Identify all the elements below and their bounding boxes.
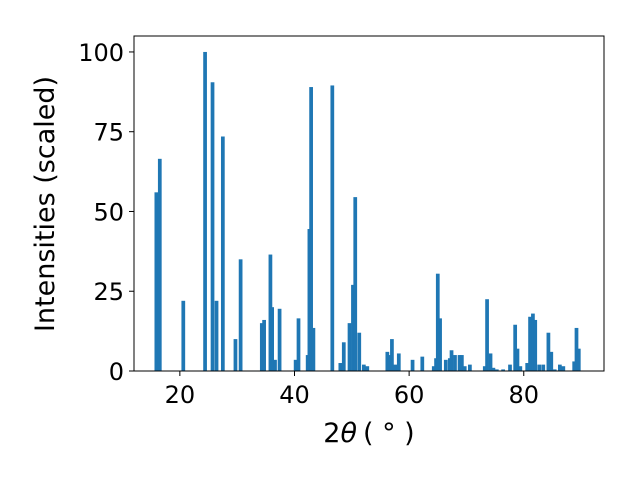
- bar: [420, 356, 425, 371]
- bar: [518, 366, 523, 371]
- bar: [330, 85, 335, 371]
- bar: [515, 348, 520, 371]
- bar: [491, 367, 496, 371]
- bar: [462, 366, 467, 371]
- bars-group: [154, 51, 581, 372]
- bar: [531, 313, 535, 371]
- y-tick-label: 75: [93, 119, 124, 147]
- bar: [341, 342, 346, 371]
- bar: [311, 327, 316, 371]
- x-tick-label: 60: [394, 381, 425, 409]
- bar: [353, 197, 358, 371]
- bar: [541, 364, 546, 371]
- bar: [574, 327, 579, 371]
- x-axis-label: 2θ( ° ): [323, 418, 414, 449]
- bar: [485, 299, 489, 371]
- bar: [259, 323, 264, 371]
- bar: [501, 369, 505, 371]
- bar: [513, 324, 518, 371]
- bar: [387, 355, 392, 371]
- y-axis-label: Intensities (scaled): [30, 76, 61, 332]
- y-tick-label: 100: [78, 39, 124, 67]
- bar: [385, 351, 390, 371]
- axes-frame: [133, 35, 605, 372]
- bar: [210, 82, 215, 371]
- bar: [296, 318, 301, 371]
- bar: [508, 364, 512, 371]
- bar: [277, 308, 282, 371]
- bar: [273, 359, 277, 371]
- bar: [457, 355, 462, 371]
- bar: [396, 353, 401, 371]
- bar: [361, 364, 366, 371]
- bar: [561, 366, 566, 371]
- bar: [468, 364, 472, 371]
- y-tick-label: 0: [109, 358, 124, 386]
- bar: [438, 318, 442, 371]
- x-axis-label-main: 2: [323, 418, 340, 449]
- bar: [552, 369, 557, 371]
- x-tick-label: 40: [279, 381, 310, 409]
- bar: [549, 351, 554, 371]
- x-tick-label: 20: [165, 381, 196, 409]
- bar: [214, 300, 219, 371]
- bar: [293, 359, 298, 371]
- x-axis-label-unit: ( ° ): [363, 418, 415, 449]
- bar: [410, 359, 415, 371]
- x-axis-ticks: 20 40 60 80: [165, 371, 539, 409]
- bar: [393, 364, 398, 371]
- bar: [357, 332, 362, 371]
- y-tick-label: 50: [93, 198, 124, 226]
- bar: [270, 307, 274, 371]
- bar: [220, 136, 225, 371]
- y-tick-label: 25: [93, 278, 124, 306]
- bar: [351, 284, 355, 371]
- bar: [525, 363, 530, 371]
- bar: [233, 339, 238, 371]
- bar: [262, 319, 266, 371]
- bar: [528, 316, 532, 371]
- bar: [365, 366, 370, 371]
- bar: [309, 87, 313, 372]
- bar: [154, 192, 159, 371]
- bar: [203, 51, 207, 371]
- bar: [157, 158, 162, 371]
- bar: [431, 366, 436, 371]
- bar: [435, 273, 440, 371]
- bar: [488, 353, 493, 371]
- bar: [572, 361, 577, 371]
- bar: [558, 364, 562, 371]
- bar: [576, 348, 581, 371]
- bar: [338, 363, 343, 371]
- bar: [390, 339, 394, 371]
- bar: [449, 350, 454, 371]
- bar: [537, 364, 542, 371]
- x-tick-label: 80: [508, 381, 539, 409]
- bar: [181, 300, 186, 371]
- x-axis-label-theta: θ: [340, 418, 357, 449]
- bar: [453, 355, 457, 371]
- bar: [533, 319, 538, 371]
- bar: [546, 332, 551, 371]
- bar: [494, 369, 499, 371]
- bar: [238, 259, 243, 371]
- bar: [347, 323, 352, 371]
- bar: [443, 359, 448, 371]
- bar: [482, 366, 487, 371]
- y-axis-ticks: 0 25 50 75 100: [78, 39, 134, 386]
- bar: [459, 355, 464, 371]
